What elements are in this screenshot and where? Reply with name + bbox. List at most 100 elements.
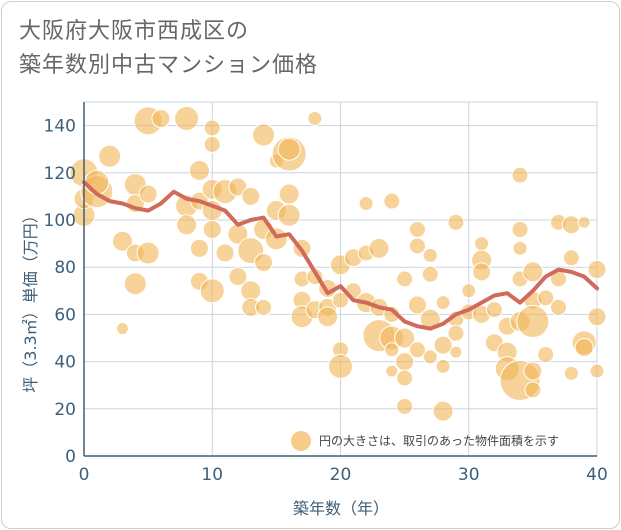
data-point: [188, 159, 210, 181]
y-tick-label: 80: [54, 258, 76, 278]
y-tick-label: 20: [54, 400, 76, 420]
data-point: [461, 283, 477, 299]
data-point: [574, 337, 594, 357]
trend-layer: [82, 180, 599, 331]
data-point: [537, 289, 555, 307]
y-tick-label: 120: [44, 164, 76, 184]
data-point: [136, 241, 160, 265]
data-point: [396, 369, 414, 387]
data-point: [587, 260, 607, 280]
data-point: [562, 249, 580, 267]
data-point: [358, 195, 374, 211]
bubble-layer: [69, 106, 607, 422]
data-point: [215, 243, 235, 263]
tick-labels: 0 20 40 60 80 100 120 140 0 10 20 30 40: [44, 117, 608, 485]
data-point: [435, 358, 451, 374]
data-point: [203, 135, 221, 153]
data-point: [228, 177, 248, 197]
data-point: [511, 166, 529, 184]
y-tick-label: 140: [44, 117, 76, 137]
data-point: [277, 203, 301, 227]
data-point: [199, 278, 225, 304]
data-point: [138, 184, 158, 204]
y-tick-label: 60: [54, 305, 76, 325]
data-point: [255, 298, 273, 316]
data-point: [241, 186, 261, 206]
data-point: [421, 265, 439, 283]
y-tick-label: 0: [65, 447, 76, 467]
data-point: [385, 364, 399, 378]
data-point: [407, 295, 427, 315]
data-point: [396, 397, 414, 415]
data-point: [328, 353, 353, 379]
data-point: [384, 342, 400, 358]
data-point: [422, 247, 438, 263]
data-point: [563, 365, 579, 381]
data-point: [174, 106, 200, 132]
data-point: [523, 361, 543, 381]
data-point: [228, 267, 248, 287]
data-point: [485, 301, 503, 319]
data-point: [278, 183, 300, 205]
data-point: [115, 322, 129, 336]
data-point: [307, 111, 323, 127]
data-point: [394, 327, 416, 349]
data-point: [524, 381, 542, 399]
data-point: [332, 291, 349, 309]
data-point: [84, 169, 110, 195]
title-line-2: 築年数別中古マンション価格: [19, 53, 319, 78]
chart-legend: 円の大きさは、取引のあった物件面積を示す: [291, 431, 559, 451]
legend-text: 円の大きさは、取引のあった物件面積を示す: [319, 433, 559, 448]
data-point: [433, 335, 453, 355]
data-point: [587, 307, 607, 327]
data-point: [449, 345, 463, 359]
data-point: [511, 220, 529, 238]
data-point: [512, 240, 528, 256]
data-point: [422, 349, 438, 365]
data-point: [98, 144, 122, 168]
x-tick-label: 20: [330, 465, 352, 485]
data-point: [383, 192, 401, 210]
data-point: [589, 363, 605, 379]
data-point: [395, 352, 415, 372]
chart-title: 大阪府大阪市西成区の 築年数別中古マンション価格: [19, 15, 318, 83]
data-point: [472, 262, 492, 282]
data-point: [408, 237, 426, 255]
data-point: [516, 304, 550, 338]
x-tick-label: 30: [458, 465, 480, 485]
legend-bubble: [291, 431, 311, 451]
data-point: [408, 341, 426, 359]
x-axis-label: 築年数（年）: [293, 499, 389, 518]
data-point: [202, 219, 222, 239]
title-line-1: 大阪府大阪市西成区の: [19, 19, 250, 44]
y-tick-label: 40: [54, 353, 76, 373]
data-point: [432, 400, 454, 422]
x-tick-label: 40: [586, 465, 608, 485]
data-point: [189, 238, 209, 258]
data-point: [111, 230, 133, 252]
data-point: [550, 298, 568, 316]
data-point: [317, 306, 339, 328]
data-point: [368, 237, 390, 259]
data-point: [277, 137, 301, 161]
y-axis-label: 坪（3.3㎡）単価（万円）: [21, 207, 40, 392]
y-tick-label: 100: [44, 211, 76, 231]
data-point: [396, 270, 414, 288]
data-point: [252, 123, 276, 147]
data-point: [123, 272, 147, 296]
data-point: [561, 215, 581, 235]
data-point: [240, 280, 262, 302]
average-price-line: [82, 180, 599, 331]
data-point: [447, 213, 465, 231]
data-point: [577, 215, 591, 229]
data-point: [176, 214, 198, 236]
data-point: [151, 109, 171, 129]
data-point: [522, 261, 544, 283]
data-point: [537, 346, 555, 364]
data-point: [203, 119, 221, 137]
x-tick-label: 10: [201, 465, 223, 485]
data-point: [435, 295, 451, 311]
data-point: [254, 252, 274, 272]
data-point: [447, 324, 465, 342]
